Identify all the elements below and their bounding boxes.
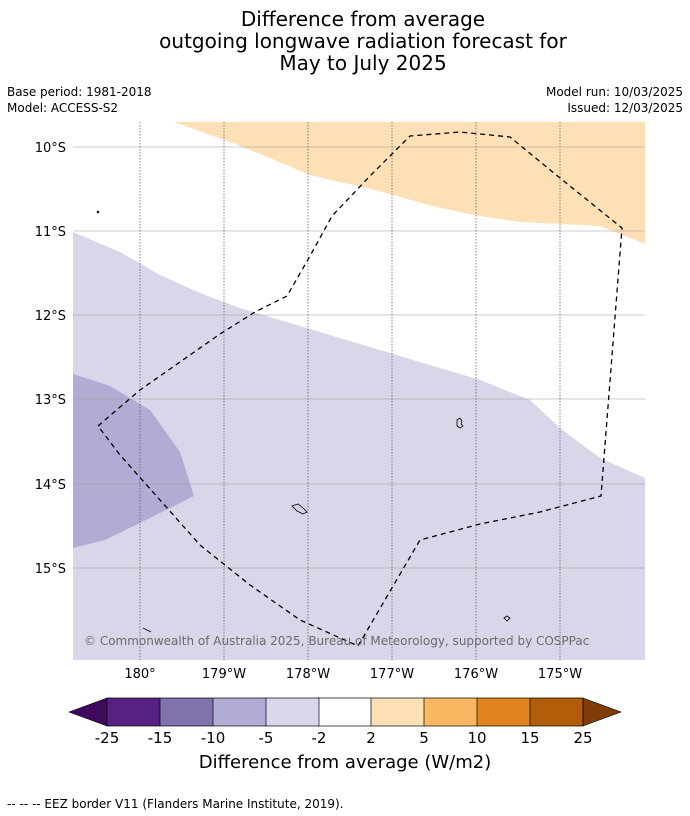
lat-label: 12°S [35, 309, 66, 324]
lon-label: 180° [124, 667, 155, 682]
island-1 [456, 417, 464, 429]
issued-date: Issued: 12/03/2025 [567, 101, 683, 115]
colorbar-tick: 2 [366, 729, 376, 747]
colorbar-swatch [319, 698, 371, 726]
lat-label: 13°S [35, 393, 66, 408]
island-5 [96, 210, 100, 214]
colorbar-tick: -15 [148, 729, 173, 747]
colorbar-swatch [107, 698, 160, 726]
colorbar-extend-low [68, 697, 108, 727]
colorbar-tick: -25 [95, 729, 120, 747]
colorbar-tick: 15 [520, 729, 539, 747]
colorbar-swatch [477, 698, 530, 726]
island-3 [503, 615, 511, 622]
colorbar-label: Difference from average (W/m2) [198, 752, 492, 773]
anomaly-region-negative-light [73, 232, 645, 660]
longitude-labels: 180° 179°W 178°W 177°W 176°W 175°W [124, 667, 582, 682]
title-line-3: May to July 2025 [279, 51, 447, 75]
map-area: © Commonwealth of Australia 2025, Bureau… [73, 122, 645, 660]
base-period: Base period: 1981-2018 [7, 85, 152, 99]
colorbar-extend-high [582, 697, 622, 727]
colorbar: -25 -15 -10 -5 -2 2 5 10 15 25 [68, 697, 622, 747]
islands [96, 210, 511, 633]
colorbar-frame [106, 697, 584, 727]
anomaly-region-positive [174, 122, 645, 244]
lat-label: 15°S [35, 562, 66, 577]
lat-label: 14°S [35, 478, 66, 493]
latitude-gridlines [73, 146, 645, 569]
colorbar-tick: -5 [259, 729, 274, 747]
title-line-2: outgoing longwave radiation forecast for [159, 29, 567, 53]
model-run: Model run: 10/03/2025 [545, 85, 683, 99]
copyright-notice: © Commonwealth of Australia 2025, Bureau… [84, 634, 589, 648]
chart-title: Difference from average outgoing longwav… [0, 8, 690, 74]
colorbar-tick: -10 [201, 729, 226, 747]
colorbar-tick: -2 [312, 729, 327, 747]
colorbar-tick: 10 [467, 729, 486, 747]
lon-label: 176°W [454, 667, 498, 682]
lon-label: 178°W [286, 667, 330, 682]
colorbar-tick: 5 [419, 729, 429, 747]
meta-right: Model run: 10/03/2025 Issued: 12/03/2025 [546, 84, 683, 116]
colorbar-swatch [213, 698, 266, 726]
lon-label: 175°W [538, 667, 582, 682]
latitude-labels: 10°S 11°S 12°S 13°S 14°S 15°S [35, 141, 66, 577]
colorbar-swatch [160, 698, 213, 726]
meta-left: Base period: 1981-2018 Model: ACCESS-S2 [7, 84, 152, 116]
lat-label: 11°S [35, 225, 66, 240]
lon-label: 177°W [370, 667, 414, 682]
anomaly-region-negative-medium [73, 374, 194, 548]
title-line-1: Difference from average [240, 7, 486, 31]
lat-label: 10°S [35, 141, 66, 156]
longitude-gridlines [139, 122, 561, 660]
colorbar-ticks: -25 -15 -10 -5 -2 2 5 10 15 25 [95, 729, 593, 747]
island-4 [142, 627, 152, 633]
island-2 [291, 503, 308, 515]
colorbar-swatch [371, 698, 424, 726]
lon-label: 179°W [202, 667, 246, 682]
colorbar-swatch [266, 698, 319, 726]
colorbar-swatch [530, 698, 583, 726]
footer-note: -- -- -- EEZ border V11 (Flanders Marine… [7, 797, 344, 811]
colorbar-tick: 25 [573, 729, 592, 747]
eez-border [97, 131, 623, 647]
colorbar-swatch [424, 698, 477, 726]
colorbar-dividers [159, 698, 531, 726]
model-name: Model: ACCESS-S2 [7, 101, 119, 115]
